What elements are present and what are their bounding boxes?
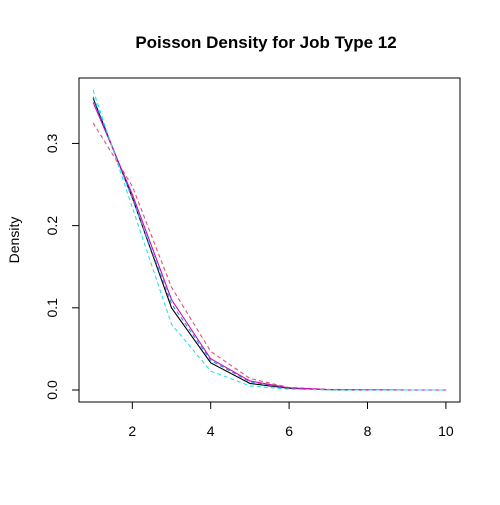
y-axis: 0.0 0.1 0.2 0.3 — [44, 133, 80, 400]
x-axis: 2 4 6 8 10 — [128, 401, 454, 439]
series-line-1 — [92, 98, 446, 391]
series-layer — [92, 89, 446, 391]
y-axis-label: Density — [6, 217, 22, 264]
plot-frame — [78, 77, 461, 403]
y-tick-label: 0.2 — [44, 216, 60, 236]
series-line-2 — [92, 122, 446, 391]
x-tick-label: 8 — [364, 423, 372, 439]
y-tick-label: 0.3 — [44, 133, 60, 153]
y-tick-label: 0.1 — [44, 298, 60, 318]
x-tick-label: 4 — [207, 423, 215, 439]
y-tick-label: 0.0 — [44, 380, 60, 400]
x-tick-label: 2 — [128, 423, 136, 439]
x-tick-label: 10 — [438, 423, 454, 439]
series-line-4 — [92, 102, 446, 391]
chart-title: Poisson Density for Job Type 12 — [135, 33, 396, 52]
series-line-3 — [92, 96, 446, 391]
series-line-5 — [92, 89, 446, 391]
x-tick-label: 6 — [285, 423, 293, 439]
